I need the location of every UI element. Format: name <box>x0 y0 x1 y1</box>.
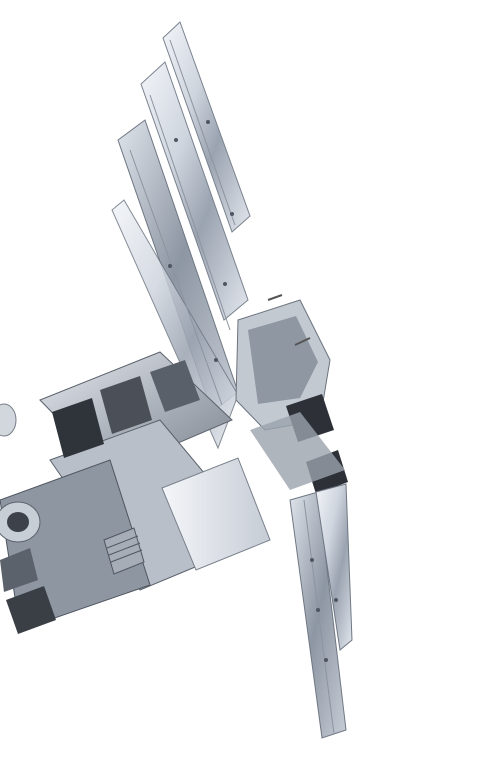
equipment-box <box>100 376 152 434</box>
radiator-panel <box>161 457 271 571</box>
array-boom <box>235 294 331 431</box>
solar-panel <box>162 21 251 233</box>
solar-panel <box>315 483 353 651</box>
solar-panel <box>289 491 347 739</box>
equipment-box <box>6 586 56 634</box>
equipment-box <box>150 360 200 412</box>
equipment-box <box>52 398 104 458</box>
solar-panel <box>140 61 249 321</box>
lower-solar-array <box>289 483 353 739</box>
upper-solar-array <box>111 21 251 450</box>
equipment-box <box>0 548 38 592</box>
satellite-bus <box>0 351 348 634</box>
vent-grille <box>103 527 145 575</box>
solar-panel <box>111 199 239 450</box>
